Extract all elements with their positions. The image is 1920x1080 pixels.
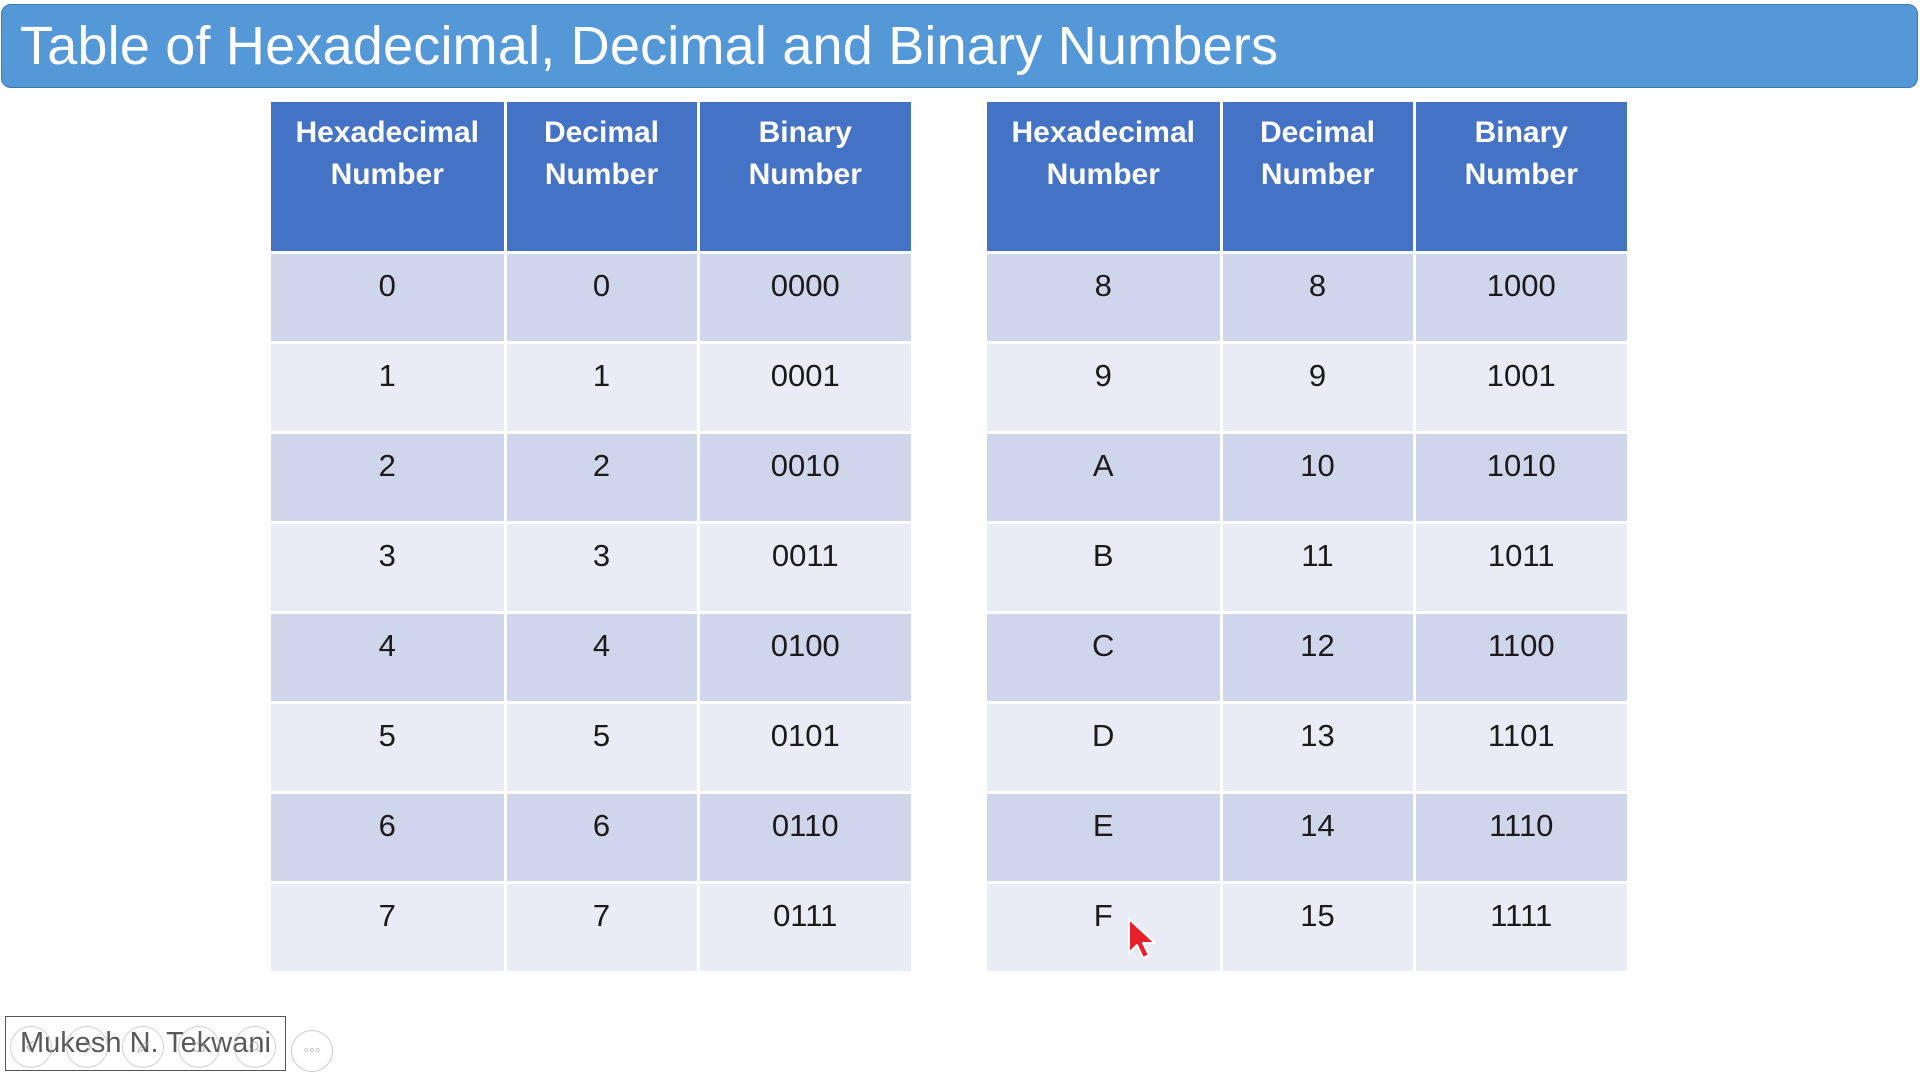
hex-cell: F [987, 882, 1223, 974]
binary-cell: 1100 [1414, 612, 1627, 704]
table-row: B 11 1011 [987, 522, 1627, 614]
slideshow-controls [10, 1026, 276, 1068]
table-row: E 14 1110 [987, 792, 1627, 884]
binary-cell: 1000 [1414, 252, 1627, 344]
binary-cell: 0110 [698, 792, 911, 884]
decimal-cell: 1 [505, 342, 700, 434]
decimal-cell: 10 [1221, 432, 1416, 524]
hex-cell: 2 [271, 432, 507, 524]
hex-cell: C [987, 612, 1223, 704]
table-row: F 15 1111 [987, 882, 1627, 974]
table-row: 7 7 0111 [271, 882, 911, 974]
table-row: 3 3 0011 [271, 522, 911, 614]
table-row: 6 6 0110 [271, 792, 911, 884]
header-row: Hexadecimal Number Decimal Number Binary… [987, 102, 1627, 254]
table-row: A 10 1010 [987, 432, 1627, 524]
previous-icon[interactable] [10, 1026, 52, 1068]
decimal-cell: 7 [505, 882, 700, 974]
hex-cell: D [987, 702, 1223, 794]
hex-cell: 0 [271, 252, 507, 344]
decimal-cell: 5 [505, 702, 700, 794]
more-options-label: ◦◦◦ [303, 1042, 321, 1059]
header-binary: Binary Number [1414, 102, 1627, 254]
hex-cell: 3 [271, 522, 507, 614]
binary-cell: 0000 [698, 252, 911, 344]
zoom-icon[interactable] [234, 1026, 276, 1068]
decimal-cell: 2 [505, 432, 700, 524]
hex-cell: 9 [987, 342, 1223, 434]
pen-icon[interactable] [122, 1026, 164, 1068]
table-row: 5 5 0101 [271, 702, 911, 794]
header-decimal: Decimal Number [1221, 102, 1416, 254]
hex-cell: 7 [271, 882, 507, 974]
title-bar: Table of Hexadecimal, Decimal and Binary… [1, 4, 1918, 88]
table-row: 4 4 0100 [271, 612, 911, 704]
binary-cell: 1011 [1414, 522, 1627, 614]
table-row: 0 0 0000 [271, 252, 911, 344]
decimal-cell: 11 [1221, 522, 1416, 614]
binary-cell: 0001 [698, 342, 911, 434]
conversion-table-left: Hexadecimal Number Decimal Number Binary… [271, 102, 911, 974]
decimal-cell: 9 [1221, 342, 1416, 434]
decimal-cell: 3 [505, 522, 700, 614]
table-row: C 12 1100 [987, 612, 1627, 704]
binary-cell: 0100 [698, 612, 911, 704]
hex-cell: B [987, 522, 1223, 614]
header-row: Hexadecimal Number Decimal Number Binary… [271, 102, 911, 254]
next-icon[interactable] [66, 1026, 108, 1068]
binary-cell: 1101 [1414, 702, 1627, 794]
slide-title: Table of Hexadecimal, Decimal and Binary… [20, 16, 1279, 76]
table-row: 9 9 1001 [987, 342, 1627, 434]
hex-cell: 5 [271, 702, 507, 794]
hex-cell: 1 [271, 342, 507, 434]
table-row: D 13 1101 [987, 702, 1627, 794]
binary-cell: 1001 [1414, 342, 1627, 434]
hex-cell: E [987, 792, 1223, 884]
hex-cell: A [987, 432, 1223, 524]
decimal-cell: 4 [505, 612, 700, 704]
decimal-cell: 15 [1221, 882, 1416, 974]
decimal-cell: 14 [1221, 792, 1416, 884]
decimal-cell: 13 [1221, 702, 1416, 794]
decimal-cell: 8 [1221, 252, 1416, 344]
binary-cell: 1110 [1414, 792, 1627, 884]
decimal-cell: 12 [1221, 612, 1416, 704]
hex-cell: 8 [987, 252, 1223, 344]
mouse-pointer-icon [1128, 918, 1156, 959]
decimal-cell: 6 [505, 792, 700, 884]
header-hexadecimal: Hexadecimal Number [987, 102, 1223, 254]
hex-cell: 4 [271, 612, 507, 704]
hex-cell: 6 [271, 792, 507, 884]
header-decimal: Decimal Number [505, 102, 700, 254]
table-row: 1 1 0001 [271, 342, 911, 434]
slides-icon[interactable] [178, 1026, 220, 1068]
binary-cell: 0011 [698, 522, 911, 614]
table-row: 8 8 1000 [987, 252, 1627, 344]
header-hexadecimal: Hexadecimal Number [271, 102, 507, 254]
decimal-cell: 0 [505, 252, 700, 344]
binary-cell: 1111 [1414, 882, 1627, 974]
binary-cell: 0101 [698, 702, 911, 794]
table-row: 2 2 0010 [271, 432, 911, 524]
binary-cell: 1010 [1414, 432, 1627, 524]
conversion-table-right: Hexadecimal Number Decimal Number Binary… [987, 102, 1627, 974]
more-options-icon[interactable]: ◦◦◦ [291, 1030, 333, 1072]
binary-cell: 0010 [698, 432, 911, 524]
header-binary: Binary Number [698, 102, 911, 254]
binary-cell: 0111 [698, 882, 911, 974]
